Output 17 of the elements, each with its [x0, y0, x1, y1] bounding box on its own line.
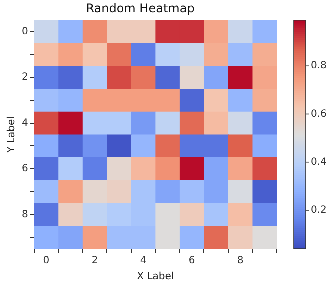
x-tick-label: 8 [237, 256, 244, 267]
x-axis-title: X Label [137, 272, 174, 283]
x-tick-label: 4 [140, 256, 147, 267]
chart-title: Random Heatmap [86, 1, 195, 16]
x-tick-label: 6 [188, 256, 196, 267]
y-tick-label: 2 [22, 72, 28, 84]
y-tick-label: 6 [22, 164, 28, 175]
y-tick-label: 0 [22, 26, 28, 38]
color-bar-label: 0.8 [311, 60, 327, 72]
color-bar-label: 0.2 [311, 205, 327, 216]
y-tick-label: 8 [22, 209, 28, 220]
y-axis-title: Y Label [6, 116, 18, 154]
x-tick-label: 0 [43, 256, 50, 267]
color-bar-label: 0.4 [311, 156, 327, 168]
y-tick-label: 4 [22, 118, 28, 129]
color-bar-label: 0.6 [311, 108, 327, 120]
x-tick-label: 2 [92, 256, 98, 267]
